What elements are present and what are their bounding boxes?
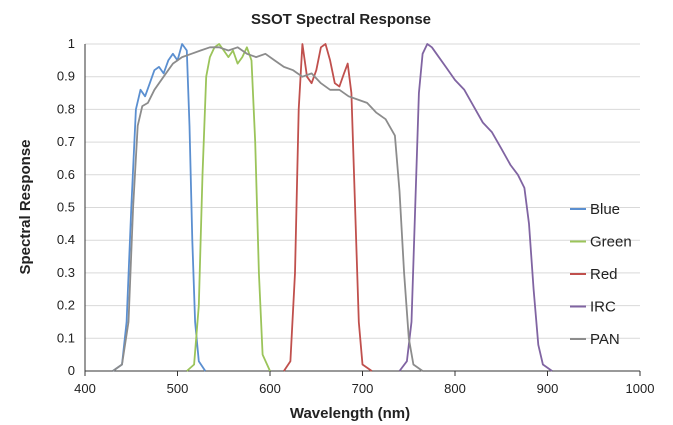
y-tick-label: 0.8 xyxy=(57,101,75,116)
y-tick-label: 0 xyxy=(68,363,75,378)
x-tick-label: 600 xyxy=(259,381,281,396)
y-tick-label: 0.2 xyxy=(57,298,75,313)
legend-label-pan: PAN xyxy=(590,331,620,348)
series-line-irc xyxy=(398,43,553,372)
y-axis-ticks: 0 0.1 0.2 0.3 0.4 0.5 0.6 0.7 0.8 0.9 1 xyxy=(57,36,75,378)
x-axis-title: Wavelength (nm) xyxy=(290,405,410,422)
legend-label-blue: Blue xyxy=(590,201,620,218)
x-axis-ticks: 400 500 600 700 800 900 1000 xyxy=(74,371,654,396)
chart-title: SSOT Spectral Response xyxy=(251,11,431,28)
x-tick-label: 900 xyxy=(537,381,559,396)
y-tick-label: 0.5 xyxy=(57,200,75,215)
series-line-red xyxy=(283,43,373,372)
legend-label-irc: IRC xyxy=(590,299,616,316)
y-axis-title: Spectral Response xyxy=(17,139,34,274)
y-tick-label: 0.9 xyxy=(57,69,75,84)
y-tick-label: 0.3 xyxy=(57,265,75,280)
y-tick-label: 0.7 xyxy=(57,134,75,149)
series-line-pan xyxy=(112,46,424,372)
legend: Blue Green Red IRC PAN xyxy=(570,201,632,348)
x-tick-label: 700 xyxy=(352,381,374,396)
y-tick-label: 1 xyxy=(68,36,75,51)
legend-label-red: Red xyxy=(590,266,618,283)
y-tick-label: 0.4 xyxy=(57,232,75,247)
x-tick-label: 1000 xyxy=(626,381,655,396)
series-lines xyxy=(112,43,553,372)
legend-label-green: Green xyxy=(590,234,632,251)
y-tick-label: 0.6 xyxy=(57,167,75,182)
y-tick-label: 0.1 xyxy=(57,330,75,345)
series-line-blue xyxy=(112,43,207,372)
x-tick-label: 500 xyxy=(167,381,189,396)
x-tick-label: 800 xyxy=(444,381,466,396)
x-tick-label: 400 xyxy=(74,381,96,396)
series-line-green xyxy=(186,43,271,372)
grid-lines xyxy=(84,43,640,372)
